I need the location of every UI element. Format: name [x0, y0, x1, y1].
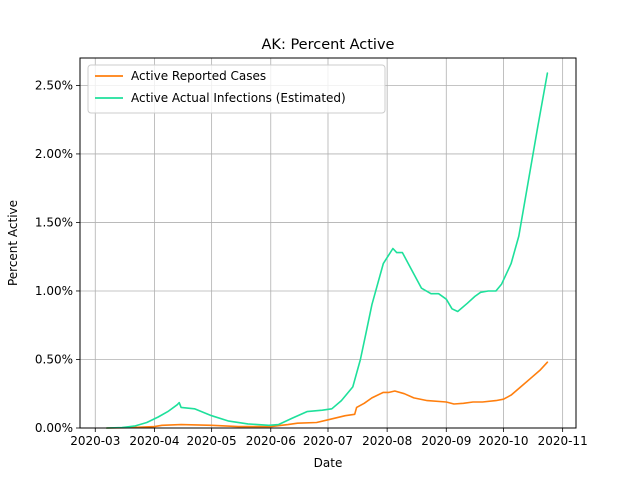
legend-label-estimated: Active Actual Infections (Estimated): [131, 91, 346, 105]
x-tick-label: 2020-10: [478, 434, 528, 448]
legend-frame: [87, 64, 386, 114]
x-tick-label: 2020-09: [421, 434, 471, 448]
x-tick-label: 2020-06: [246, 434, 296, 448]
y-tick-label: 1.00%: [35, 284, 73, 298]
x-tick-label: 2020-03: [70, 434, 120, 448]
x-axis-label: Date: [314, 456, 343, 470]
legend: Active Reported Cases Active Actual Infe…: [87, 64, 386, 114]
plot-frame: [79, 57, 577, 429]
x-tick-label: 2020-08: [362, 434, 412, 448]
ticks: 2020-03 2020-04 2020-05 2020-06 2020-07 2020-…: [35, 78, 588, 448]
series-line-estimated: [105, 72, 549, 429]
y-tick-label: 0.00%: [35, 421, 73, 435]
legend-label-reported: Active Reported Cases: [131, 69, 266, 83]
y-tick-label: 2.00%: [35, 147, 73, 161]
y-tick-label: 1.50%: [35, 215, 73, 229]
series-line-reported: [105, 361, 549, 429]
x-tick-label: 2020-07: [303, 434, 353, 448]
y-tick-label: 2.50%: [35, 78, 73, 92]
x-tick-label: 2020-11: [538, 434, 588, 448]
chart-title: AK: Percent Active: [262, 37, 395, 53]
y-axis-label: Percent Active: [6, 200, 20, 286]
y-tick-label: 0.50%: [35, 352, 73, 366]
x-tick-label: 2020-05: [187, 434, 237, 448]
x-tick-label: 2020-04: [129, 434, 179, 448]
series-group: [105, 72, 549, 429]
